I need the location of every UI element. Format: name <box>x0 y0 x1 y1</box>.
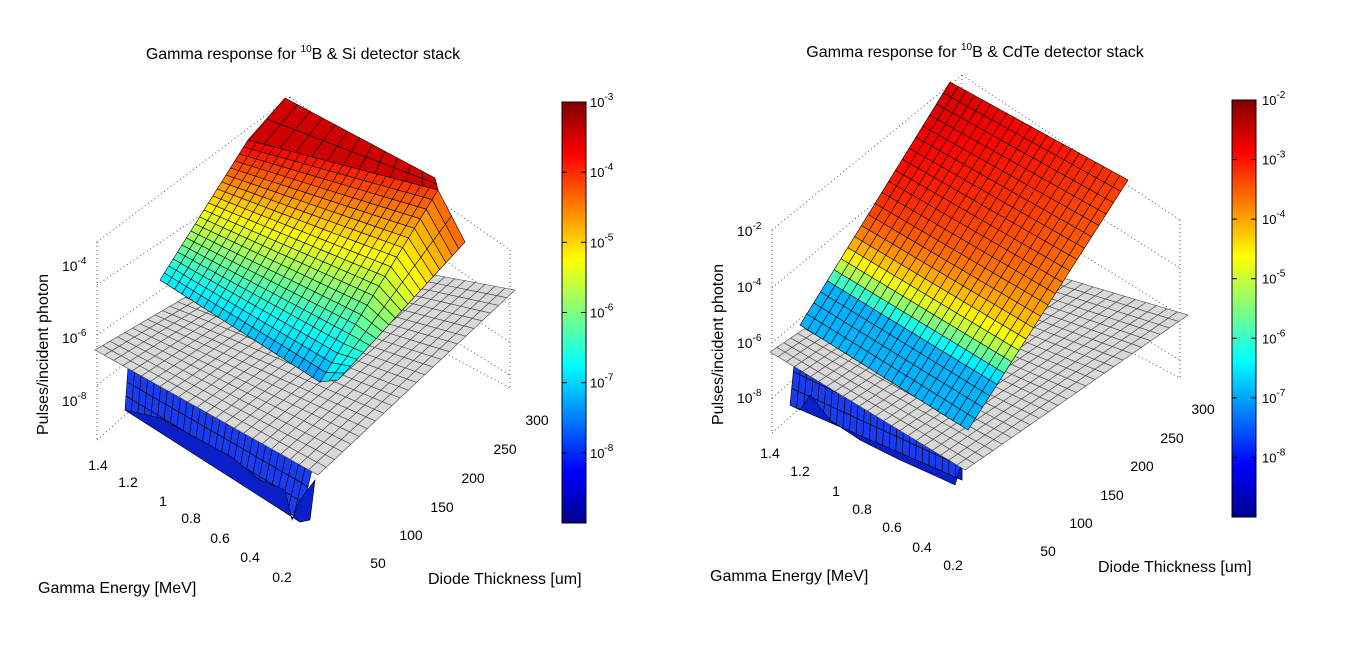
surface-plot <box>94 97 516 523</box>
main-surface <box>799 81 1129 431</box>
colorbar: 10-8 10-7 10-6 10-5 10-4 10-3 <box>561 92 614 524</box>
x-tick-label: 1.4 <box>760 445 780 461</box>
title-text: Gamma response for <box>806 44 961 61</box>
colorbar-tick-label: 10-8 <box>1262 447 1286 465</box>
x-tick-label: 0.2 <box>272 569 292 585</box>
y-tick-label: 300 <box>1191 401 1215 417</box>
y-axis-label: Diode Thickness [um] <box>428 571 582 588</box>
y-tick-label: 150 <box>430 499 454 515</box>
grid-line <box>771 74 963 231</box>
y-tick-label: 50 <box>1040 543 1056 559</box>
y-tick-label: 200 <box>1130 458 1154 474</box>
z-tick-label: 10-8 <box>62 391 87 409</box>
low-surface-edge <box>124 409 316 523</box>
z-tick-label: 10-2 <box>737 221 762 239</box>
main-surface <box>159 139 439 383</box>
x-tick-label: 0.6 <box>882 519 902 535</box>
title-superscript: 10 <box>961 42 973 53</box>
title-superscript: 10 <box>301 44 313 55</box>
x-tick-label: 0.6 <box>210 530 230 546</box>
side-surface <box>319 189 466 383</box>
colorbar-tick-label: 10-4 <box>590 162 614 180</box>
z-tick-label: 10-4 <box>62 256 87 274</box>
x-axis-label: Gamma Energy [MeV] <box>38 580 196 597</box>
colorbar-tick-label: 10-5 <box>590 232 614 250</box>
grid-line <box>96 96 291 243</box>
colorbar-tick-label: 10-6 <box>590 303 614 321</box>
z-tick-label: 10-6 <box>62 328 87 346</box>
x-tick-label: 0.2 <box>943 557 963 573</box>
surface-cell <box>862 421 871 441</box>
x-tick-label: 1 <box>832 483 840 499</box>
colorbar-tick-label: 10-7 <box>1262 388 1286 406</box>
surface-cell <box>956 458 975 471</box>
y-tick-label: 200 <box>461 470 485 486</box>
title-text: Gamma response for <box>146 46 301 63</box>
x-tick-label: 0.8 <box>852 501 872 517</box>
x-axis-label: Gamma Energy [MeV] <box>710 568 868 585</box>
y-axis-label: Diode Thickness [um] <box>1098 559 1252 576</box>
surface-cell <box>328 372 346 382</box>
surface-cell <box>855 418 865 438</box>
x-tick-label: 0.4 <box>912 539 932 555</box>
axis-ticks: 0.2 0.4 0.6 0.8 1 1.2 1.4 50 100 150 200 250 300 10-8… <box>737 221 1215 573</box>
colorbar-tick-label: 10-2 <box>1262 90 1286 108</box>
chart-cdte: Gamma response for 10B & CdTe detector s… <box>710 42 1286 585</box>
surface-cell <box>308 461 327 476</box>
chart-title: Gamma response for 10B & Si detector sta… <box>146 44 461 63</box>
colorbar-ticks: 10-8 10-7 10-6 10-5 10-4 10-3 10-2 <box>1232 90 1286 465</box>
chart-title: Gamma response for 10B & CdTe detector s… <box>806 42 1144 61</box>
z-tick-label: 10-4 <box>737 277 762 295</box>
colorbar: 10-8 10-7 10-6 10-5 10-4 10-3 10-2 <box>1231 90 1286 518</box>
x-tick-label: 0.4 <box>240 549 260 565</box>
z-axis-label: Pulses/incident photon <box>710 264 727 425</box>
y-tick-label: 150 <box>1100 487 1124 503</box>
colorbar-tick-label: 10-8 <box>590 443 614 461</box>
axis-ticks: 0.2 0.4 0.6 0.8 1 1.2 1.4 50 100 150 200 250 300 10-8… <box>62 256 549 585</box>
y-tick-label: 250 <box>1160 430 1184 446</box>
z-tick-label: 10-8 <box>737 388 762 406</box>
colorbar-gradient <box>1231 99 1257 518</box>
colorbar-tick-label: 10-5 <box>1262 269 1286 287</box>
chart-si: Gamma response for 10B & Si detector sta… <box>35 44 614 597</box>
surface-cell <box>849 414 858 435</box>
x-tick-label: 1.2 <box>118 474 138 490</box>
colorbar-tick-label: 10-3 <box>590 92 614 110</box>
x-tick-label: 1.4 <box>88 457 108 473</box>
y-tick-label: 100 <box>399 527 423 543</box>
colorbar-tick-label: 10-4 <box>1262 209 1286 227</box>
colorbar-ticks: 10-8 10-7 10-6 10-5 10-4 10-3 <box>562 92 614 461</box>
title-text: B & Si detector stack <box>312 46 462 63</box>
x-tick-label: 1.2 <box>790 463 810 479</box>
ridge-surface <box>247 97 439 191</box>
y-tick-label: 50 <box>370 555 386 571</box>
title-text: B & CdTe detector stack <box>972 44 1145 61</box>
colorbar-tick-label: 10-3 <box>1262 150 1286 168</box>
colorbar-tick-label: 10-7 <box>590 373 614 391</box>
z-axis-label: Pulses/incident photon <box>35 274 52 435</box>
y-tick-label: 300 <box>525 412 549 428</box>
z-tick-label: 10-6 <box>737 333 762 351</box>
surface-cell <box>959 413 976 431</box>
x-tick-label: 0.8 <box>181 510 201 526</box>
grid-line <box>96 154 291 286</box>
surface-plot <box>769 81 1189 486</box>
surface-cell <box>421 178 439 191</box>
y-tick-label: 250 <box>493 441 517 457</box>
x-tick-label: 1 <box>159 493 167 509</box>
y-tick-label: 100 <box>1069 515 1093 531</box>
colorbar-tick-label: 10-6 <box>1262 328 1286 346</box>
